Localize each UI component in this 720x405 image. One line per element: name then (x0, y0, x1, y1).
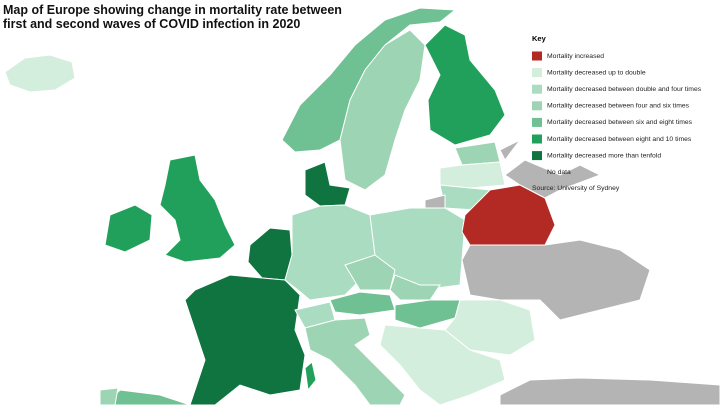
legend-swatch (532, 117, 542, 127)
legend-swatch (532, 167, 542, 177)
romania (444, 299, 536, 356)
corsica (304, 361, 317, 392)
ireland (104, 204, 153, 253)
kaliningrad (424, 194, 446, 209)
benelux (247, 227, 293, 281)
title-line: first and second waves of COVID infectio… (3, 17, 300, 31)
belarus (461, 184, 556, 246)
uk (159, 154, 236, 263)
slovakia (389, 274, 441, 301)
legend-swatch (532, 51, 542, 61)
balkans (379, 324, 506, 405)
legend-title: Key (532, 34, 547, 43)
turkey (499, 377, 720, 405)
legend-swatch (532, 68, 542, 78)
legend: Key Mortality increased Mortality decreas… (532, 34, 702, 177)
legend-swatch (532, 151, 542, 161)
legend-label: Mortality decreased between four and six… (547, 103, 690, 110)
source: Source: University of Sydney (532, 185, 620, 192)
countries (4, 7, 720, 405)
legend-label: No data (547, 169, 571, 176)
legend-label: Mortality decreased more than tenfold (547, 152, 661, 159)
finland (424, 24, 506, 146)
russia (504, 159, 602, 199)
title-line: Map of Europe showing change in mortalit… (3, 3, 342, 17)
portugal (99, 387, 119, 405)
iceland (4, 54, 76, 93)
legend-label: Mortality increased (547, 53, 604, 60)
legend-label: Mortality decreased between double and f… (547, 86, 702, 93)
latvia (439, 161, 506, 189)
legend-swatch (532, 134, 542, 144)
sweden (339, 29, 426, 191)
legend-swatch (532, 84, 542, 94)
denmark (304, 161, 351, 207)
legend-label: Mortality decreased between six and eigh… (547, 119, 693, 126)
norway (281, 7, 457, 153)
legend-label: Mortality decreased between eight and 10… (547, 136, 692, 143)
russia-north (499, 139, 521, 161)
legend-label: Mortality decreased up to double (547, 69, 646, 76)
estonia (454, 141, 501, 166)
legend-swatch (532, 101, 542, 111)
czechia (344, 254, 396, 291)
france (184, 274, 306, 405)
italy (304, 317, 406, 405)
